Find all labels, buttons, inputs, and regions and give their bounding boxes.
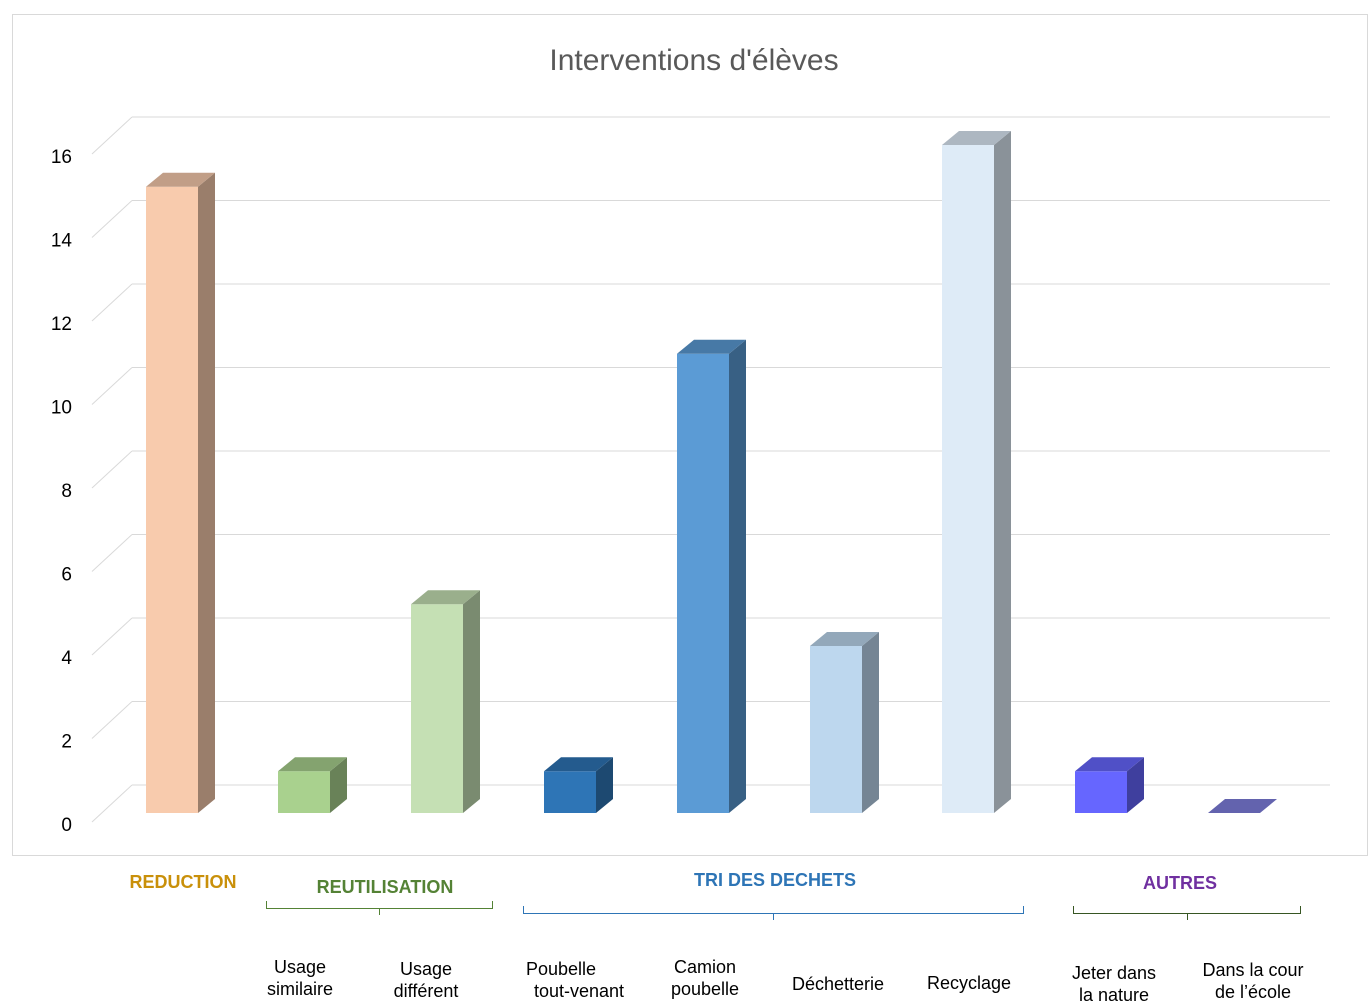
bar [677, 353, 729, 813]
bar-top [677, 339, 746, 354]
bar [278, 771, 330, 813]
category-label-line: tout-venant [533, 981, 625, 1001]
bar-side [729, 339, 746, 813]
bar-top [810, 632, 879, 646]
bar-side [330, 757, 347, 813]
category-label-line: différent [393, 981, 459, 1001]
bar-side [994, 131, 1011, 813]
gridline-depth [91, 534, 133, 572]
gridline-depth [91, 116, 133, 155]
gridline-depth [91, 200, 133, 238]
y-tick-label: 4 [61, 648, 72, 669]
group-label-reutilisation: REUTILISATION [316, 877, 454, 897]
category-label-line: Déchetterie [791, 974, 885, 994]
gridline-depth [91, 617, 133, 656]
bar [810, 646, 862, 813]
gridline-depth [91, 784, 133, 823]
category-label-line: poubelle [670, 979, 740, 999]
bracket-tick-autres [1187, 914, 1188, 920]
group-label-tri-des-dechets: TRI DES DECHETS [693, 870, 857, 890]
category-label-line: de l’école [1214, 982, 1292, 1002]
bar [942, 145, 994, 813]
category-label-poubelle-tout-venant: Poubelle tout-venant [514, 958, 644, 1002]
bar-top [146, 172, 215, 187]
bar-top [1075, 757, 1144, 772]
category-label-usage-similaire: Usage similaire [248, 956, 352, 1000]
category-label-line: la nature [1078, 985, 1150, 1005]
bar [411, 604, 463, 813]
group-label-reduction: REDUCTION [129, 872, 237, 892]
category-label-usage-different: Usage différent [374, 958, 478, 1002]
category-label-line: Recyclage [926, 973, 1012, 993]
bar [1075, 771, 1127, 813]
y-tick-label: 10 [51, 398, 72, 419]
bar-top [411, 590, 480, 605]
group-label-autres: AUTRES [1142, 873, 1217, 893]
y-tick-label: 6 [61, 565, 72, 586]
category-label-dechetterie: Déchetterie [778, 973, 898, 995]
bracket-autres [1073, 906, 1301, 914]
category-label-jeter-dans-la-nature: Jeter dans la nature [1056, 962, 1172, 1006]
bar-side [198, 172, 215, 813]
category-label-recyclage: Recyclage [910, 972, 1028, 994]
gridline-depth [91, 701, 133, 739]
bar-side [862, 632, 879, 813]
bar-top [544, 757, 613, 772]
bar-top [278, 757, 347, 772]
category-label-line: Jeter dans [1071, 963, 1157, 983]
bracket-reutilisation [266, 901, 493, 909]
category-label-line: Dans la cour [1202, 960, 1304, 980]
category-label-line: similaire [266, 979, 333, 999]
gridline-depth [91, 450, 133, 489]
bar [544, 771, 596, 813]
category-label-line: Camion [673, 957, 737, 977]
y-tick-label: 16 [51, 147, 72, 168]
category-label-line: Usage [399, 959, 453, 979]
bar-top [942, 131, 1011, 145]
gridline-depth [91, 367, 133, 405]
category-label-dans-la-cour-de-lecole: Dans la cour de l’école [1184, 959, 1322, 1003]
category-label-line: Usage [273, 957, 327, 977]
y-tick-label: 12 [51, 314, 72, 335]
y-tick-label: 8 [61, 481, 72, 502]
bar-top [1208, 799, 1277, 813]
gridline-depth [91, 283, 133, 322]
bar-side [463, 590, 480, 813]
y-tick-label: 14 [51, 231, 73, 252]
category-label-camion-poubelle: Camion poubelle [655, 956, 755, 1000]
bar-side [1127, 757, 1144, 813]
bracket-tick-reutilisation [379, 909, 380, 915]
chart-title: Interventions d'élèves [549, 44, 838, 77]
y-tick-label: 2 [61, 732, 72, 753]
bracket-tri-des-dechets [523, 906, 1024, 914]
bar-side [596, 757, 613, 813]
category-label-line: Poubelle [526, 959, 597, 979]
bracket-tick-tri-des-dechets [773, 914, 774, 920]
bar [146, 186, 198, 813]
y-tick-label: 0 [61, 815, 72, 836]
